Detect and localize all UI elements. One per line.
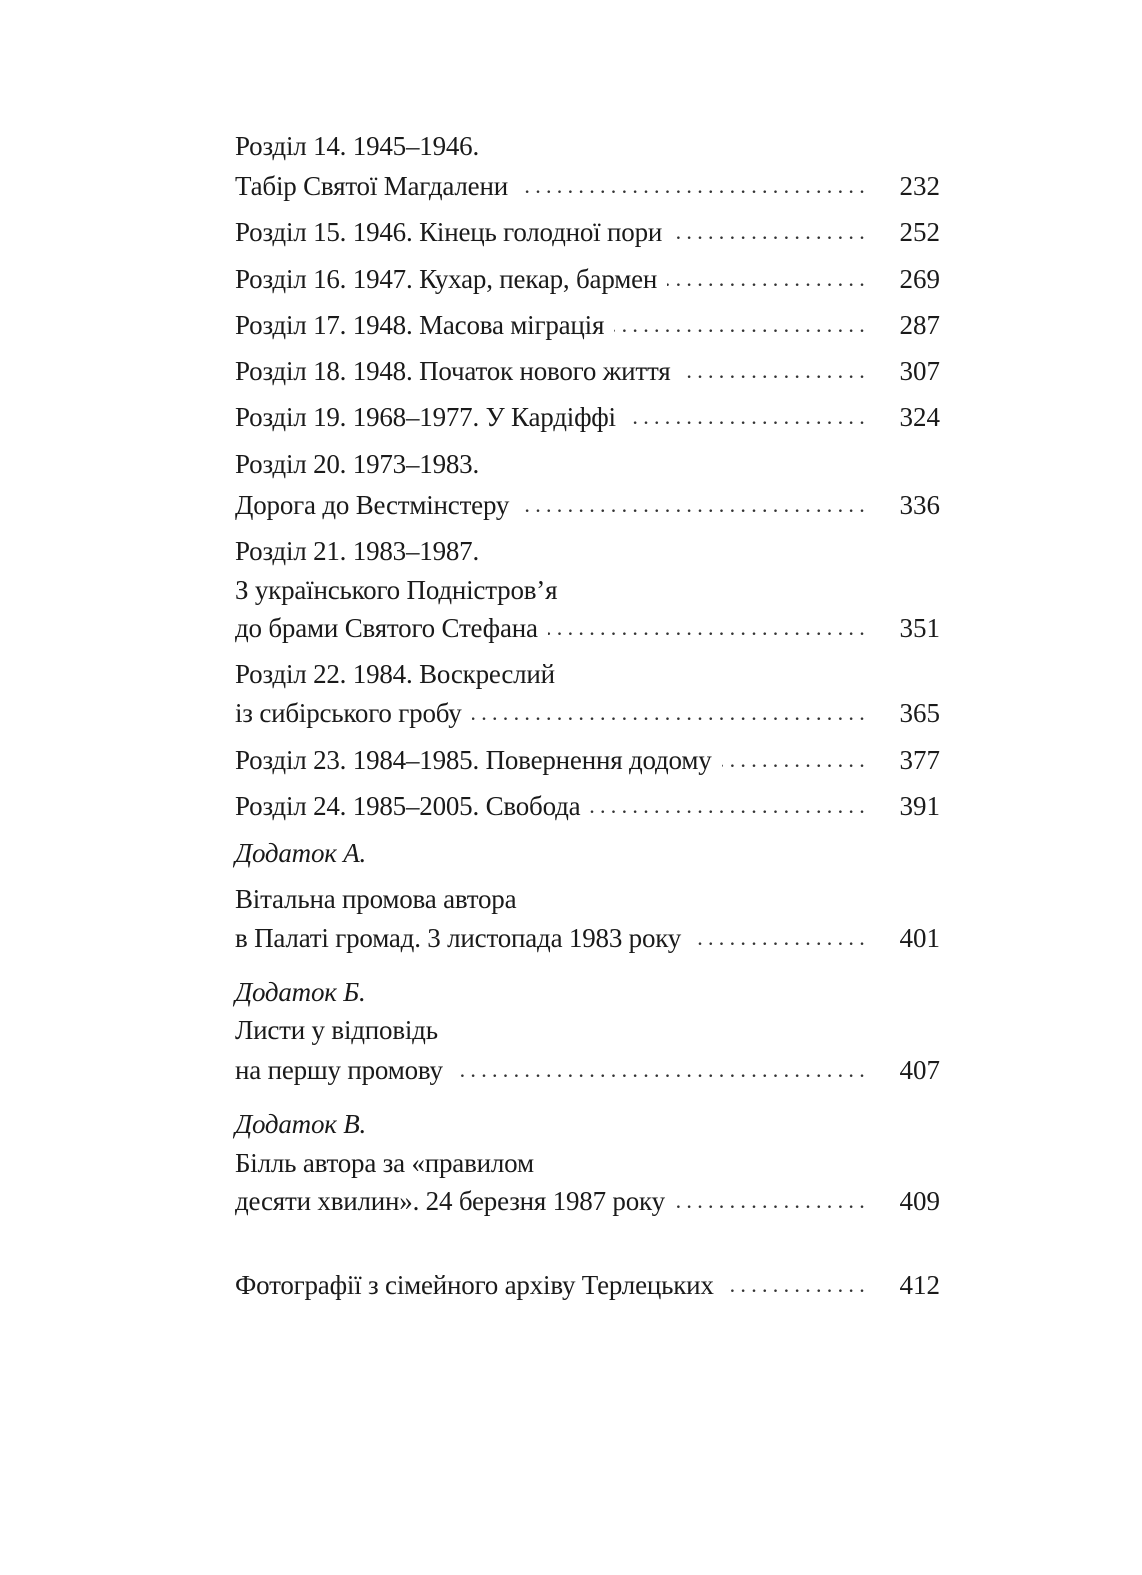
entry-title: Розділ 24. 1985–2005. Свобода: [235, 790, 581, 821]
entry-title: З українського Подністров’я: [235, 574, 558, 605]
toc-entry: Розділ 16. 1947. Кухар, пекар, бармен...…: [235, 262, 940, 296]
page-number: 365: [899, 697, 941, 728]
toc-entry: на першу промову........................…: [235, 1053, 940, 1087]
appendix-label: Додаток А.: [235, 836, 940, 870]
entry-title: Табір Святої Магдалени: [235, 170, 508, 201]
page-number: 269: [899, 263, 941, 294]
entry-title: Додаток Б.: [235, 976, 366, 1007]
page-number: 401: [899, 922, 941, 953]
page-number: 252: [899, 216, 941, 247]
entry-title: Розділ 22. 1984. Воскреслий: [235, 658, 555, 689]
page-number: 324: [899, 401, 941, 432]
dot-leader: ........................................…: [667, 266, 870, 291]
dot-leader: ........................................…: [724, 1272, 870, 1297]
page-number: 377: [899, 744, 941, 775]
toc-entry: Дорога до Вестмінстеру..................…: [235, 488, 940, 522]
page-number: 232: [899, 170, 941, 201]
page-number: 336: [899, 489, 941, 520]
toc-entry: до брами Святого Стефана................…: [235, 611, 940, 645]
entry-title: Білль автора за «правилом: [235, 1147, 534, 1178]
entry-title: із сибірського гробу: [235, 697, 462, 728]
toc-line: Розділ 14. 1945–1946.: [235, 129, 940, 163]
dot-leader: ........................................…: [452, 1057, 870, 1082]
toc-line: Розділ 20. 1973–1983.: [235, 447, 940, 481]
dot-leader: ........................................…: [547, 615, 870, 640]
toc-entry: Розділ 19. 1968–1977. У Кардіффі........…: [235, 400, 940, 434]
entry-title: Розділ 21. 1983–1987.: [235, 535, 480, 566]
dot-leader: ........................................…: [626, 404, 870, 429]
toc-entry: Розділ 18. 1948. Початок нового життя...…: [235, 354, 940, 388]
toc-line: Розділ 22. 1984. Воскреслий: [235, 657, 940, 691]
entry-title: Розділ 23. 1984–1985. Повернення додому: [235, 744, 712, 775]
toc-entry: Фотографії з сімейного архіву Терлецьких…: [235, 1268, 940, 1302]
toc-line: Розділ 21. 1983–1987.: [235, 534, 940, 568]
entry-title: Розділ 14. 1945–1946.: [235, 130, 480, 161]
page-number: 412: [899, 1269, 941, 1300]
entry-title: Вітальна промова автора: [235, 883, 517, 914]
page-number: 351: [899, 612, 941, 643]
toc-entry: Розділ 24. 1985–2005. Свобода...........…: [235, 789, 940, 823]
entry-title: в Палаті громад. 3 листопада 1983 року: [235, 922, 682, 953]
toc-entry: в Палаті громад. 3 листопада 1983 року..…: [235, 921, 940, 955]
page-number: 409: [899, 1185, 941, 1216]
page-number: 407: [899, 1054, 941, 1085]
entry-title: Дорога до Вестмінстеру: [235, 489, 510, 520]
page-number: 391: [899, 790, 941, 821]
toc-entry: із сибірського гробу....................…: [235, 696, 940, 730]
toc-line: Білль автора за «правилом: [235, 1146, 940, 1180]
toc-line: Листи у відповідь: [235, 1013, 940, 1047]
entry-title: до брами Святого Стефана: [235, 612, 538, 643]
dot-leader: ........................................…: [590, 793, 870, 818]
entry-title: Розділ 16. 1947. Кухар, пекар, бармен: [235, 263, 658, 294]
entry-title: Листи у відповідь: [235, 1014, 438, 1045]
dot-leader: ........................................…: [672, 219, 870, 244]
dot-leader: ........................................…: [722, 747, 870, 772]
appendix-label: Додаток Б.: [235, 975, 940, 1009]
dot-leader: ........................................…: [614, 312, 870, 337]
entry-title: десяти хвилин». 24 березня 1987 року: [235, 1185, 665, 1216]
entry-title: Додаток А.: [235, 837, 367, 868]
dot-leader: ........................................…: [674, 1188, 870, 1213]
dot-leader: ........................................…: [471, 700, 870, 725]
dot-leader: ........................................…: [681, 358, 870, 383]
entry-title: на першу промову: [235, 1054, 443, 1085]
entry-title: Розділ 20. 1973–1983.: [235, 448, 480, 479]
page-number: 307: [899, 355, 941, 386]
toc-line: Вітальна промова автора: [235, 882, 940, 916]
entry-title: Розділ 19. 1968–1977. У Кардіффі: [235, 401, 616, 432]
dot-leader: ........................................…: [691, 925, 870, 950]
entry-title: Додаток В.: [235, 1108, 367, 1139]
appendix-label: Додаток В.: [235, 1107, 940, 1141]
toc-line: З українського Подністров’я: [235, 573, 940, 607]
page-number: 287: [899, 309, 941, 340]
dot-leader: ........................................…: [519, 492, 870, 517]
entry-title: Розділ 17. 1948. Масова міграція: [235, 309, 605, 340]
entry-title: Розділ 18. 1948. Початок нового життя: [235, 355, 671, 386]
toc-entry: Табір Святої Магдалени..................…: [235, 169, 940, 203]
toc-entry: Розділ 17. 1948. Масова міграція........…: [235, 308, 940, 342]
dot-leader: ........................................…: [518, 173, 870, 198]
toc-entry: Розділ 23. 1984–1985. Повернення додому.…: [235, 743, 940, 777]
toc-entry: Розділ 15. 1946. Кінець голодної пори...…: [235, 215, 940, 249]
entry-title: Фотографії з сімейного архіву Терлецьких: [235, 1269, 714, 1300]
toc-entry: десяти хвилин». 24 березня 1987 року....…: [235, 1184, 940, 1218]
entry-title: Розділ 15. 1946. Кінець голодної пори: [235, 216, 663, 247]
